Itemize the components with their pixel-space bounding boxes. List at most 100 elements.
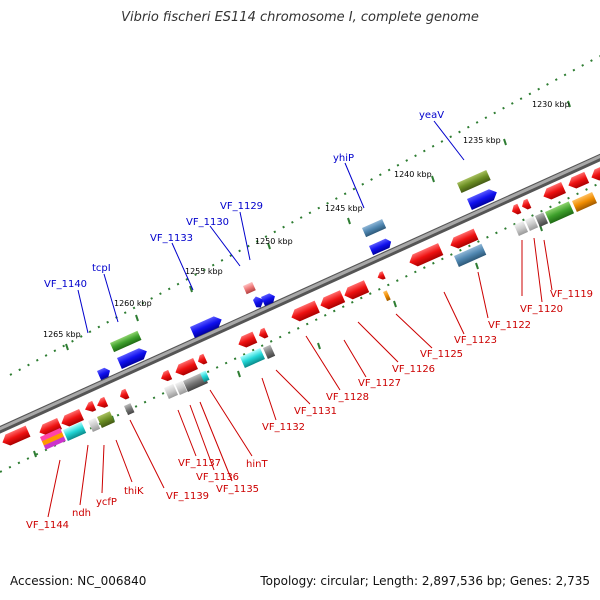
reverse-gene-labels: VF_1144 ndh ycfP thiK VF_1139 VF_1137 VF… (26, 289, 593, 531)
gene-small-red-2 (97, 396, 109, 408)
label-VF_1120: VF_1120 (520, 304, 563, 315)
label-VF_1127: VF_1127 (358, 378, 401, 389)
gene-VF_1137-block (164, 383, 179, 399)
forward-strand-genes (97, 169, 497, 381)
gene-mid-red-2 (175, 358, 198, 376)
kbp-label-1255: 1255 kbp (185, 267, 223, 276)
gene-ndh-block (40, 428, 66, 450)
label-VF_1140: VF_1140 (44, 279, 87, 290)
scale-dots-forward (9, 55, 600, 376)
gene-VF_1132-block (240, 348, 265, 368)
gene-VF_1130 (243, 281, 256, 295)
gene-VF_1128-arrow (291, 300, 320, 322)
label-VF_1126: VF_1126 (392, 364, 435, 375)
figure-title: Vibrio fischeri ES114 chromosome I, comp… (121, 10, 479, 25)
gene-right-red-4 (568, 171, 590, 189)
gene-mid-red-3 (198, 353, 208, 365)
label-hinT: hinT (246, 459, 268, 470)
label-VF_1128: VF_1128 (326, 392, 369, 403)
gene-olive-1 (97, 411, 115, 428)
accession-text: Accession: NC_006840 (10, 574, 147, 588)
gene-yhiP-block (362, 219, 387, 238)
scale-dots-reverse (0, 182, 600, 473)
gene-yhiP (369, 238, 392, 256)
label-VF_1130: VF_1130 (186, 217, 229, 228)
gene-small-red-1 (85, 400, 97, 412)
gene-steel-2 (454, 243, 487, 267)
gene-VF_1144-a (2, 425, 31, 446)
gene-gray-2 (263, 344, 276, 359)
gene-VF_1127-arrow (320, 290, 346, 310)
gene-gray-3 (535, 212, 549, 227)
gene-VF_1144-c (61, 409, 84, 427)
reverse-leader-lines (47, 237, 553, 518)
gene-VF_1129 (253, 296, 264, 308)
label-VF_1135: VF_1135 (216, 484, 259, 495)
label-VF_1136: VF_1136 (196, 472, 239, 483)
gene-green-2 (545, 201, 575, 224)
genome-stats-text: Topology: circular; Length: 2,897,536 bp… (260, 574, 590, 588)
gene-VF_1123-arrow (409, 243, 444, 267)
gene-right-red-5 (591, 163, 600, 181)
forward-gene-labels: VF_1140 tcpI VF_1133 VF_1130 VF_1129 yhi… (44, 110, 444, 290)
gene-small-red-4 (259, 327, 269, 339)
label-VF_1129: VF_1129 (220, 201, 263, 212)
kbp-label-1230: 1230 kbp (532, 100, 570, 109)
kbp-labels: 1265 kbp 1260 kbp 1255 kbp 1250 kbp 1245… (43, 100, 570, 339)
label-VF_1123: VF_1123 (454, 335, 497, 346)
gene-ycfP-block (88, 417, 101, 432)
gene-right-red-2 (522, 198, 532, 210)
label-yeaV: yeaV (419, 110, 444, 121)
gene-VF_1126-arrow (344, 280, 370, 300)
label-VF_1132: VF_1132 (262, 422, 305, 433)
gene-VF_1136-block (175, 380, 188, 395)
label-VF_1119: VF_1119 (550, 289, 593, 300)
gene-VF_1125-small (377, 271, 386, 280)
gene-VF_1131-arrow (238, 331, 258, 348)
chromosome-backbone (0, 153, 600, 434)
gene-VF_1135-block (183, 372, 208, 392)
forward-leader-lines (77, 120, 465, 334)
gene-VF_1129b (261, 293, 275, 307)
gene-hinT-block (200, 370, 210, 383)
gene-thiK-block (124, 403, 135, 416)
label-thiK: thiK (124, 486, 144, 497)
gene-VF_1140 (97, 367, 110, 381)
kbp-label-1235: 1235 kbp (463, 136, 501, 145)
gene-small-red-3 (120, 388, 130, 400)
gene-mid-red-1 (161, 369, 173, 382)
gene-yeaV (467, 189, 497, 210)
kbp-label-1250: 1250 kbp (255, 237, 293, 246)
gene-VF_1133 (190, 316, 222, 338)
label-VF_1144: VF_1144 (26, 520, 69, 531)
gene-right-red-1 (512, 203, 522, 215)
gene-cyan-1 (63, 421, 87, 441)
label-yhiP: yhiP (333, 153, 354, 164)
gene-orange-2 (572, 192, 597, 212)
label-tcpI: tcpI (92, 263, 111, 274)
gene-VF_1120-block (514, 220, 529, 236)
label-VF_1137: VF_1137 (178, 458, 221, 469)
gene-right-red-3 (543, 182, 566, 200)
gene-VF_1122-arrow (450, 228, 479, 249)
label-VF_1131: VF_1131 (294, 406, 337, 417)
gene-light-2 (525, 216, 539, 231)
kbp-label-1265: 1265 kbp (43, 330, 81, 339)
reverse-strand-genes (2, 163, 600, 450)
label-VF_1133: VF_1133 (150, 233, 193, 244)
label-VF_1122: VF_1122 (488, 320, 531, 331)
label-VF_1139: VF_1139 (166, 491, 209, 502)
gene-tcpI (117, 348, 147, 369)
gene-orange-small (383, 290, 391, 302)
gene-tcpI-block (110, 330, 142, 353)
kbp-label-1240: 1240 kbp (394, 170, 432, 179)
gene-yeaV-block (457, 169, 491, 194)
label-ndh: ndh (72, 508, 91, 519)
label-VF_1125: VF_1125 (420, 349, 463, 360)
scale-ticks-forward (65, 100, 571, 351)
kbp-label-1260: 1260 kbp (114, 299, 152, 308)
label-ycfP: ycfP (96, 497, 117, 508)
kbp-label-1245: 1245 kbp (325, 204, 363, 213)
